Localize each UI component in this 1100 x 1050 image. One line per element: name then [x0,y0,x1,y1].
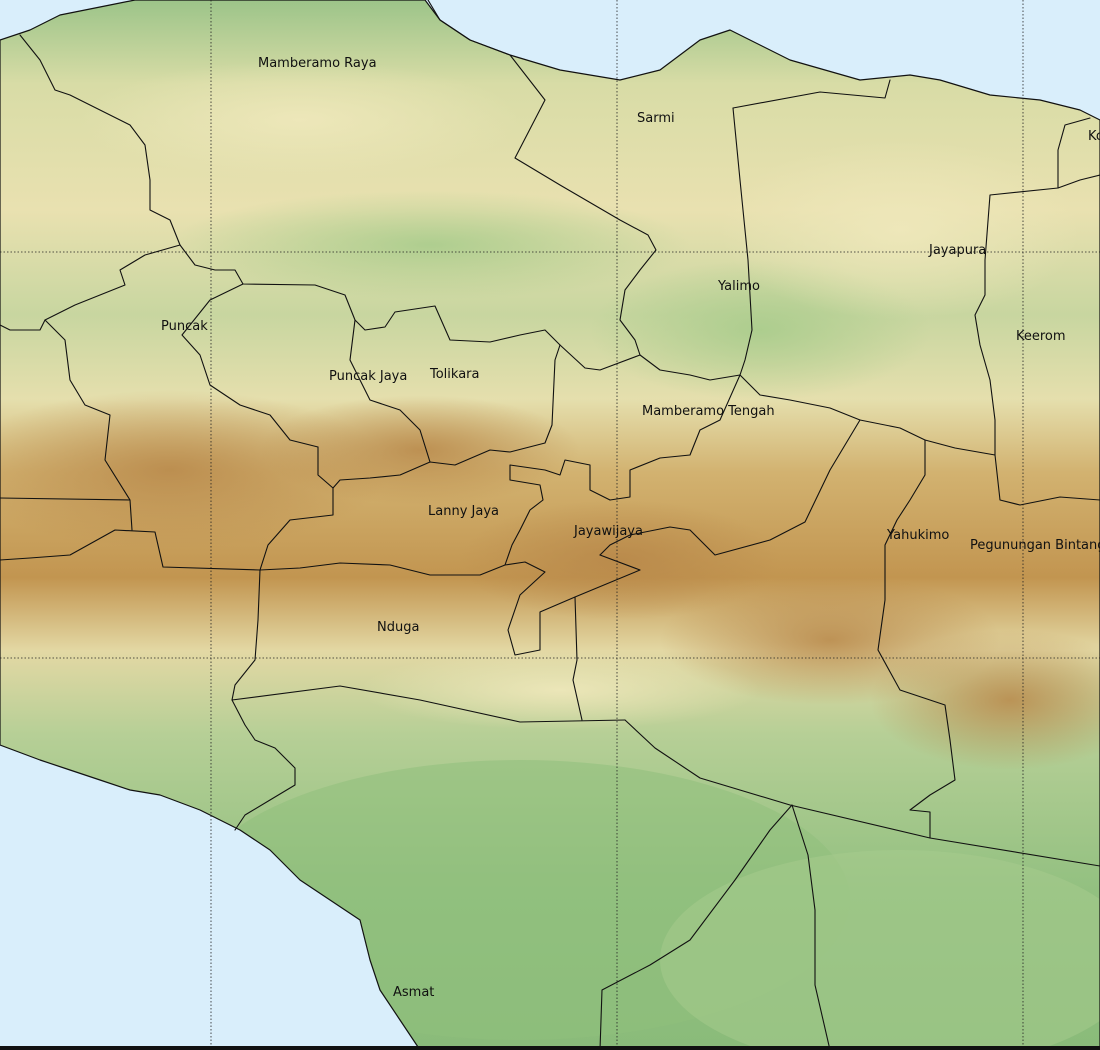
label-jayawijaya: Jayawijaya [573,524,643,539]
label-pegunungan-bintang: Pegunungan Bintang [970,538,1100,553]
label-jayapura: Jayapura [928,243,986,258]
label-ko: Ko [1088,129,1100,144]
label-sarmi: Sarmi [637,111,675,126]
label-puncak: Puncak [161,319,208,334]
label-nduga: Nduga [377,620,419,635]
label-mamberamo-raya: Mamberamo Raya [258,56,377,71]
label-yahukimo: Yahukimo [886,528,949,543]
label-mamberamo-tengah: Mamberamo Tengah [642,404,775,419]
frame-bottom-edge [0,1046,1100,1050]
label-puncak-jaya: Puncak Jaya [329,369,407,384]
label-asmat: Asmat [393,985,434,1000]
label-lanny-jaya: Lanny Jaya [428,504,499,519]
label-tolikara: Tolikara [429,367,480,382]
label-yalimo: Yalimo [717,279,760,294]
region-labels: Mamberamo Raya Sarmi Jayapura Ko Yalimo … [161,56,1100,1000]
label-keerom: Keerom [1016,329,1066,344]
